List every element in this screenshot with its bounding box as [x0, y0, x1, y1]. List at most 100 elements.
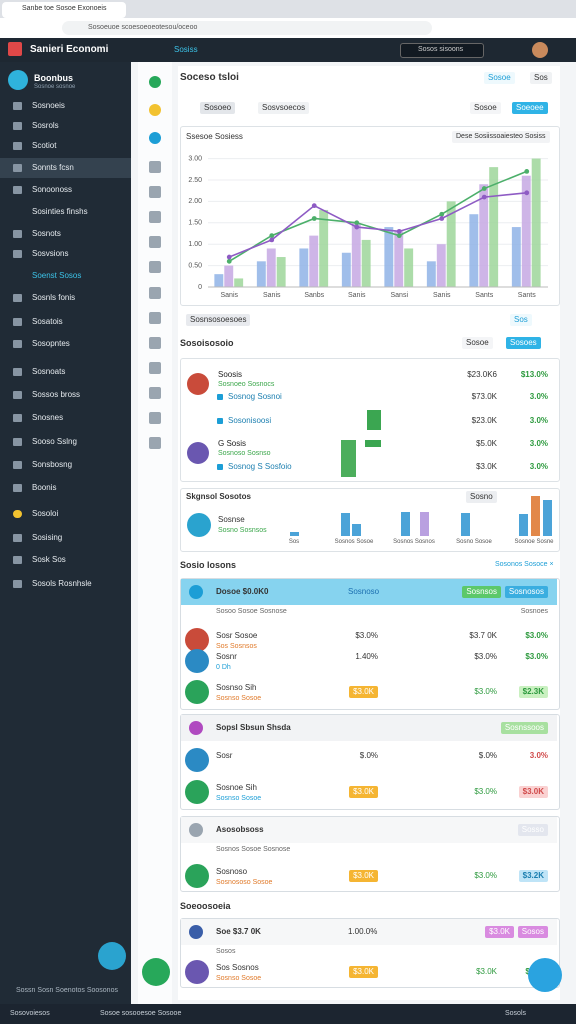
rail-icon[interactable] [149, 387, 161, 399]
sidebar-item[interactable]: Sosnls fonis [32, 293, 76, 302]
bar [276, 257, 286, 287]
row-change: 3.0% [529, 392, 548, 401]
card-chip[interactable]: Sosnosos [504, 586, 548, 598]
rail-icon[interactable] [149, 412, 161, 424]
sidebar-item[interactable]: Sossos bross [32, 390, 81, 399]
page-button[interactable]: Sosoe [484, 72, 515, 84]
line [228, 192, 527, 258]
header-link[interactable]: Sosiss [174, 45, 198, 54]
sidebar-item[interactable]: Sosopntes [32, 339, 70, 348]
address-field[interactable] [62, 21, 432, 35]
card-title: Sopsl Sbsun Shsda [216, 723, 291, 732]
rail-icon[interactable] [149, 186, 161, 198]
rail-icon[interactable] [149, 312, 161, 324]
section-button[interactable]: Sosoes [506, 337, 541, 349]
sidebar-item[interactable]: Sosols Rosnhsle [32, 579, 92, 588]
card-chip[interactable]: $3.0K [485, 926, 514, 938]
rail-icon[interactable] [149, 76, 161, 88]
sidebar-item[interactable]: Sosnoeis [32, 101, 65, 110]
sidebar-icon [13, 368, 22, 376]
card-sub: Sosnos Sosoe Sosnose [216, 846, 291, 853]
y-tick-label: 0.50 [188, 262, 202, 269]
rail-icon[interactable] [149, 211, 161, 223]
row-value: $23.0K [471, 416, 497, 425]
sidebar-item[interactable]: Scotiot [32, 141, 57, 150]
section-button[interactable]: Sosoe [462, 337, 493, 349]
sidebar-logo [8, 70, 28, 90]
filter-dropdown[interactable]: Sos [510, 314, 532, 326]
sidebar-item[interactable]: Sosnoats [32, 367, 66, 376]
row-icon [217, 394, 223, 400]
sidebar-item[interactable]: Sonnts fcsn [32, 163, 74, 172]
mini-label: Sosno Sosoe [456, 539, 492, 545]
rail-icon[interactable] [149, 132, 161, 144]
bar [489, 167, 499, 287]
rail-icon[interactable] [149, 337, 161, 349]
sidebar-item[interactable]: Sonoonoss [32, 185, 73, 194]
row-value: 1.40% [355, 652, 378, 661]
rail-icon[interactable] [149, 261, 161, 273]
sidebar-item[interactable]: Soenst Sosos [32, 271, 82, 280]
sidebar-item[interactable]: Boonis [32, 483, 57, 492]
tab-chip[interactable]: Sosoeo [200, 102, 236, 114]
rail-icon[interactable] [149, 362, 161, 374]
sidebar-item[interactable]: Sosrols [32, 121, 59, 130]
sidebar-item[interactable]: Sooso Sslng [32, 437, 77, 446]
sidebar-item[interactable]: Sonsbosng [32, 460, 73, 469]
sidebar-item[interactable]: Sosk Sos [32, 555, 66, 564]
status-bar [0, 1004, 576, 1024]
row-icon [187, 442, 209, 464]
row-value: $73.0K [471, 392, 497, 401]
tab[interactable] [2, 2, 126, 18]
bar [446, 201, 456, 287]
rail-icon[interactable] [149, 437, 161, 449]
bar [266, 248, 276, 287]
rail-icon[interactable] [149, 104, 161, 116]
search-text: Sosos sisoons [418, 46, 464, 53]
card-chip[interactable]: Sosso [517, 824, 548, 836]
fab[interactable] [528, 958, 562, 992]
card-sub: Sosnoes [520, 608, 548, 615]
sidebar-icon [13, 438, 22, 446]
rail-icon[interactable] [149, 161, 161, 173]
sidebar-item[interactable]: Sosinties finshs [32, 207, 88, 216]
card-chip[interactable]: Sosnsos [462, 586, 501, 598]
help-button[interactable] [98, 942, 126, 970]
row-icon [217, 418, 223, 424]
bar [256, 261, 266, 287]
sidebar-item[interactable]: Sosvsions [32, 249, 69, 258]
row-name: Sosnr [216, 652, 237, 661]
line-point [269, 233, 275, 239]
sidebar-item[interactable]: Sosoloi [32, 509, 59, 518]
tab-chip[interactable]: Sosvsoecos [258, 102, 310, 114]
bar [404, 248, 414, 287]
sidebar-item[interactable]: Snosnes [32, 413, 64, 422]
row-value: $3.0K [349, 786, 378, 798]
row-change: $2.3K [518, 686, 548, 698]
sidebar-icon [13, 186, 22, 194]
page-button[interactable]: Sos [530, 72, 552, 84]
search-box[interactable] [400, 43, 484, 58]
sidebar-item[interactable]: Sosatois [32, 317, 63, 326]
action-button[interactable]: Soeoee [512, 102, 548, 114]
sidebar-item[interactable]: Sosising [32, 533, 63, 542]
card-chip[interactable]: Sosnssoos [500, 722, 548, 734]
bar [361, 239, 371, 287]
row-icon [185, 649, 209, 673]
rail-icon[interactable] [149, 287, 161, 299]
sidebar-icon [13, 122, 22, 130]
action-button[interactable]: Sosoe [470, 102, 501, 114]
card-chip[interactable]: Sosos [517, 926, 548, 938]
chart-dropdown[interactable]: Dese Sosiissoaiesteo Sosiss [452, 131, 550, 143]
rail-icon[interactable] [149, 236, 161, 248]
sidebar-icon [13, 294, 22, 302]
section-link[interactable]: Sosonos Sosoce × [495, 561, 554, 568]
mini-bar [401, 512, 410, 536]
bar [309, 235, 319, 287]
panel-title: Skgnsol Sosotos [186, 492, 251, 501]
rail-action[interactable] [142, 958, 170, 986]
sidebar-item[interactable]: Sosnots [32, 229, 61, 238]
line-point [311, 216, 317, 221]
filter-chip[interactable]: Sosnsosoesoes [186, 314, 251, 326]
